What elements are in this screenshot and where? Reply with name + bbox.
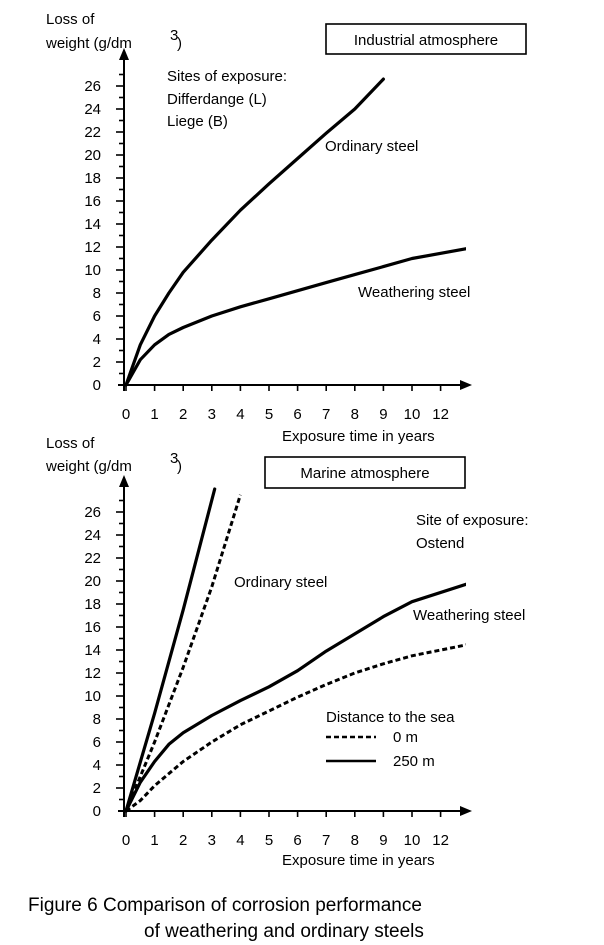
legend-title: Distance to the sea: [326, 709, 455, 726]
exposure-site-annotation: Sites of exposure:: [167, 68, 287, 85]
y-tick-label: 10: [84, 688, 101, 705]
x-tick-label: 10: [404, 832, 421, 849]
x-tick-label: 0: [122, 832, 130, 849]
exposure-site-annotation: Differdange (L): [167, 91, 267, 108]
y-tick-label: 10: [84, 262, 101, 279]
caption-line-2: of weathering and ordinary steels: [144, 921, 424, 942]
x-tick-label: 9: [379, 832, 387, 849]
chart-title-box: [325, 23, 527, 55]
y-tick-label: 26: [84, 78, 101, 95]
figure-caption: Figure 6 Comparison of corrosion perform…: [28, 893, 424, 945]
series-line: [124, 582, 466, 813]
y-tick-label: 2: [93, 780, 101, 797]
series-label: Weathering steel: [413, 607, 525, 624]
y-tick-label: 20: [84, 147, 101, 164]
y-tick-label: 22: [84, 124, 101, 141]
series-group: [124, 487, 466, 813]
chart-title: Industrial atmosphere: [354, 32, 498, 49]
series-line: [124, 77, 385, 387]
x-tick-label: 1: [150, 832, 158, 849]
y-tick-label: 18: [84, 170, 101, 187]
x-axis-arrow-icon: [460, 380, 472, 390]
caption-line-1: Figure 6 Comparison of corrosion perform…: [28, 895, 422, 916]
y-tick-label: 6: [93, 734, 101, 751]
x-tick-label: 8: [351, 406, 359, 423]
y-tick-label: 26: [84, 504, 101, 521]
chart-title-box: [264, 456, 466, 489]
x-tick-label: 6: [293, 406, 301, 423]
x-tick-label: 5: [265, 406, 273, 423]
x-tick-label: 1: [150, 406, 158, 423]
x-axis-title: Exposure time in years: [282, 852, 435, 869]
x-tick-label: 2: [179, 832, 187, 849]
y-axis-title-line-2: weight (g/dm: [45, 35, 132, 52]
y-tick-label: 22: [84, 550, 101, 567]
x-tick-label: 12: [432, 406, 449, 423]
x-tick-label: 3: [208, 832, 216, 849]
x-axis-arrow-icon: [460, 806, 472, 816]
y-tick-label: 16: [84, 619, 101, 636]
legend-label: 0 m: [393, 729, 418, 746]
y-axis-title-superscript: 3: [170, 27, 178, 44]
y-axis-arrow-icon: [119, 48, 129, 60]
y-axis-title-line-1: Loss of: [46, 435, 95, 452]
y-tick-label: 4: [93, 331, 101, 348]
y-tick-label: 24: [84, 527, 101, 544]
x-tick-label: 10: [404, 406, 421, 423]
x-tick-label: 6: [293, 832, 301, 849]
x-tick-label: 4: [236, 406, 244, 423]
series-label: Weathering steel: [358, 284, 470, 301]
y-axis-title-close: ): [177, 458, 182, 475]
x-tick-label: 9: [379, 406, 387, 423]
y-tick-label: 0: [93, 803, 101, 820]
exposure-site-annotation: Ostend: [416, 535, 464, 552]
series-label: Ordinary steel: [325, 138, 418, 155]
x-tick-label: 4: [236, 832, 244, 849]
y-tick-label: 8: [93, 285, 101, 302]
y-axis-title-line-1: Loss of: [46, 11, 95, 28]
exposure-site-annotation: Site of exposure:: [416, 512, 529, 529]
y-axis-arrow-icon: [119, 475, 129, 487]
y-tick-label: 20: [84, 573, 101, 590]
series-line: [125, 643, 466, 813]
series-line: [124, 494, 242, 812]
y-tick-label: 12: [84, 665, 101, 682]
y-tick-label: 0: [93, 377, 101, 394]
series-group: [124, 77, 466, 387]
y-axis-title-superscript: 3: [170, 450, 178, 467]
series-label: Ordinary steel: [234, 574, 327, 591]
series-line: [124, 247, 466, 387]
y-axis-title-line-2: weight (g/dm: [45, 458, 132, 475]
y-axis-title-close: ): [177, 35, 182, 52]
x-tick-label: 5: [265, 832, 273, 849]
series-line: [124, 487, 217, 813]
x-tick-label: 2: [179, 406, 187, 423]
x-tick-label: 0: [122, 406, 130, 423]
y-tick-label: 8: [93, 711, 101, 728]
chart-title: Marine atmosphere: [300, 465, 429, 482]
y-tick-label: 2: [93, 354, 101, 371]
y-tick-label: 12: [84, 239, 101, 256]
y-tick-label: 14: [84, 642, 101, 659]
x-tick-label: 7: [322, 406, 330, 423]
x-axis-title: Exposure time in years: [282, 428, 435, 445]
x-tick-label: 3: [208, 406, 216, 423]
x-tick-label: 8: [351, 832, 359, 849]
y-tick-label: 14: [84, 216, 101, 233]
y-tick-label: 16: [84, 193, 101, 210]
y-tick-label: 6: [93, 308, 101, 325]
exposure-site-annotation: Liege (B): [167, 113, 228, 130]
y-tick-label: 18: [84, 596, 101, 613]
x-tick-label: 7: [322, 832, 330, 849]
y-tick-label: 24: [84, 101, 101, 118]
x-tick-label: 12: [432, 832, 449, 849]
y-tick-label: 4: [93, 757, 101, 774]
legend-label: 250 m: [393, 753, 435, 770]
